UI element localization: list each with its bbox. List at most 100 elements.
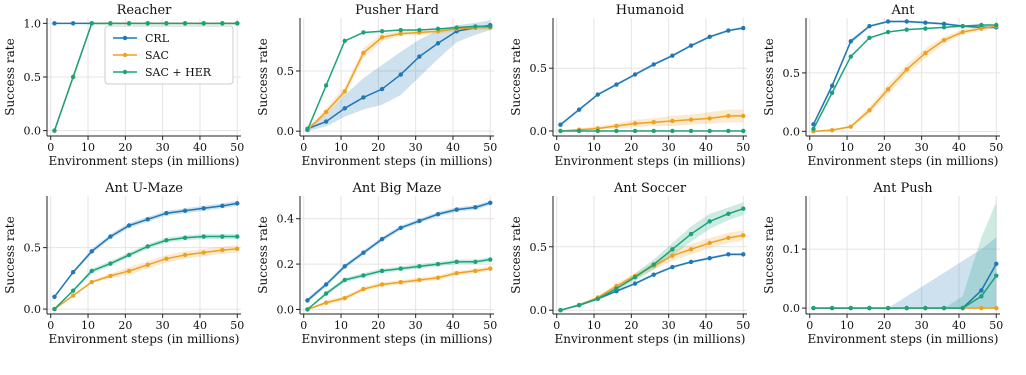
legend-marker-crl <box>122 35 128 41</box>
x-tick-label: 50 <box>736 141 750 154</box>
data-point-crl <box>688 43 694 48</box>
data-point-sac-her <box>323 83 329 88</box>
data-point-crl <box>670 264 675 270</box>
data-point-sac-her <box>960 305 965 311</box>
x-tick-label: 50 <box>989 141 1003 154</box>
data-point-sac-her <box>595 128 600 134</box>
data-point-sac <box>145 262 150 268</box>
x-axis-label: Environment steps (in millions) <box>49 154 240 168</box>
data-point-crl <box>994 261 999 267</box>
data-point-sac-her <box>126 252 132 258</box>
data-point-sac-her <box>923 26 928 31</box>
x-tick-label: 0 <box>47 319 54 332</box>
data-point-sac <box>707 240 712 246</box>
data-point-sac <box>979 26 984 31</box>
y-tick-label: 0.5 <box>530 62 548 75</box>
data-point-sac-her <box>342 277 347 283</box>
x-axis-label: Environment steps (in millions) <box>302 154 493 168</box>
data-point-sac <box>829 127 835 133</box>
data-point-crl <box>595 92 600 97</box>
data-point-sac-her <box>688 128 694 134</box>
x-tick-label: 0 <box>300 141 307 154</box>
y-tick-label: 0.5 <box>530 241 548 254</box>
data-point-crl <box>558 122 563 127</box>
data-point-crl <box>379 86 385 92</box>
x-tick-label: 0 <box>553 141 560 154</box>
legend-marker-sac <box>122 52 128 58</box>
data-point-sac <box>342 295 347 301</box>
series-line-sac-her <box>812 24 997 130</box>
y-tick-label: 0.0 <box>783 302 801 315</box>
y-axis-label: Success rate <box>256 216 270 293</box>
data-point-sac-her <box>454 259 459 265</box>
x-tick-label: 30 <box>662 319 676 332</box>
data-point-sac-her <box>979 22 984 28</box>
data-point-crl <box>726 28 731 33</box>
data-point-crl <box>52 294 57 299</box>
x-axis-label: Environment steps (in millions) <box>49 332 240 346</box>
data-point-sac-her <box>108 21 113 26</box>
x-tick-label: 30 <box>915 141 929 154</box>
x-tick-label: 40 <box>193 319 207 332</box>
x-tick-label: 20 <box>371 319 385 332</box>
x-tick-label: 10 <box>81 141 95 154</box>
data-point-sac-her <box>867 35 872 41</box>
data-point-sac <box>454 270 459 276</box>
data-point-sac-her <box>811 305 816 311</box>
y-tick-label: 0.0 <box>277 303 295 316</box>
data-point-sac-her <box>305 127 310 133</box>
data-point-crl <box>417 218 422 224</box>
data-point-sac <box>361 50 366 56</box>
y-axis-label: Success rate <box>762 216 776 293</box>
y-tick-label: 0.0 <box>24 303 42 316</box>
legend-label-sac: SAC <box>145 49 169 62</box>
x-tick-label: 10 <box>334 141 348 154</box>
confidence-band-sac <box>560 230 744 311</box>
data-point-crl <box>941 21 947 27</box>
data-point-crl <box>979 288 984 293</box>
data-point-sac-her <box>941 305 947 311</box>
data-point-sac <box>632 121 638 126</box>
x-tick-label: 0 <box>806 319 813 332</box>
x-axis-label: Environment steps (in millions) <box>302 332 493 346</box>
data-point-crl <box>52 21 57 26</box>
data-point-sac-her <box>235 21 240 26</box>
data-point-sac-her <box>305 307 310 312</box>
data-point-sac <box>379 282 385 287</box>
subplot-title: Pusher Hard <box>355 3 439 18</box>
confidence-band-crl <box>560 26 744 126</box>
data-point-sac-her <box>960 23 965 29</box>
data-point-crl <box>379 236 385 242</box>
y-tick-label: 0.4 <box>277 213 295 226</box>
data-point-sac <box>960 29 965 35</box>
data-point-crl <box>398 72 403 77</box>
data-point-sac-her <box>417 27 422 33</box>
data-point-crl <box>707 255 712 261</box>
data-point-crl <box>741 25 746 31</box>
data-point-sac <box>435 275 441 280</box>
x-axis-label: Environment steps (in millions) <box>555 154 746 168</box>
data-point-crl <box>454 207 459 212</box>
data-point-sac <box>342 89 347 94</box>
subplot-title: Ant Soccer <box>613 181 687 196</box>
data-point-sac-her <box>89 268 94 274</box>
data-point-sac-her <box>707 128 712 134</box>
data-point-sac-her <box>361 273 366 278</box>
series-line-sac <box>54 248 238 310</box>
data-point-crl <box>904 19 909 24</box>
data-point-sac-her <box>488 24 493 29</box>
confidence-band-sac <box>813 23 997 132</box>
subplot-title: Ant Big Maze <box>352 181 442 196</box>
data-point-sac <box>488 266 493 271</box>
data-point-crl <box>488 200 493 206</box>
data-point-crl <box>632 281 638 286</box>
data-point-sac-her <box>994 273 999 278</box>
data-point-sac-her <box>435 26 441 32</box>
subplot-title: Ant Push <box>872 181 933 196</box>
data-point-crl <box>323 119 329 124</box>
data-point-sac-her <box>201 21 206 26</box>
subplot-3: 0 10 20 30 40 50 0.0 0.5 Humanoid Environment ste… <box>509 3 750 168</box>
x-tick-label: 0 <box>47 141 54 154</box>
data-point-crl <box>70 270 76 275</box>
data-point-crl <box>145 217 150 222</box>
